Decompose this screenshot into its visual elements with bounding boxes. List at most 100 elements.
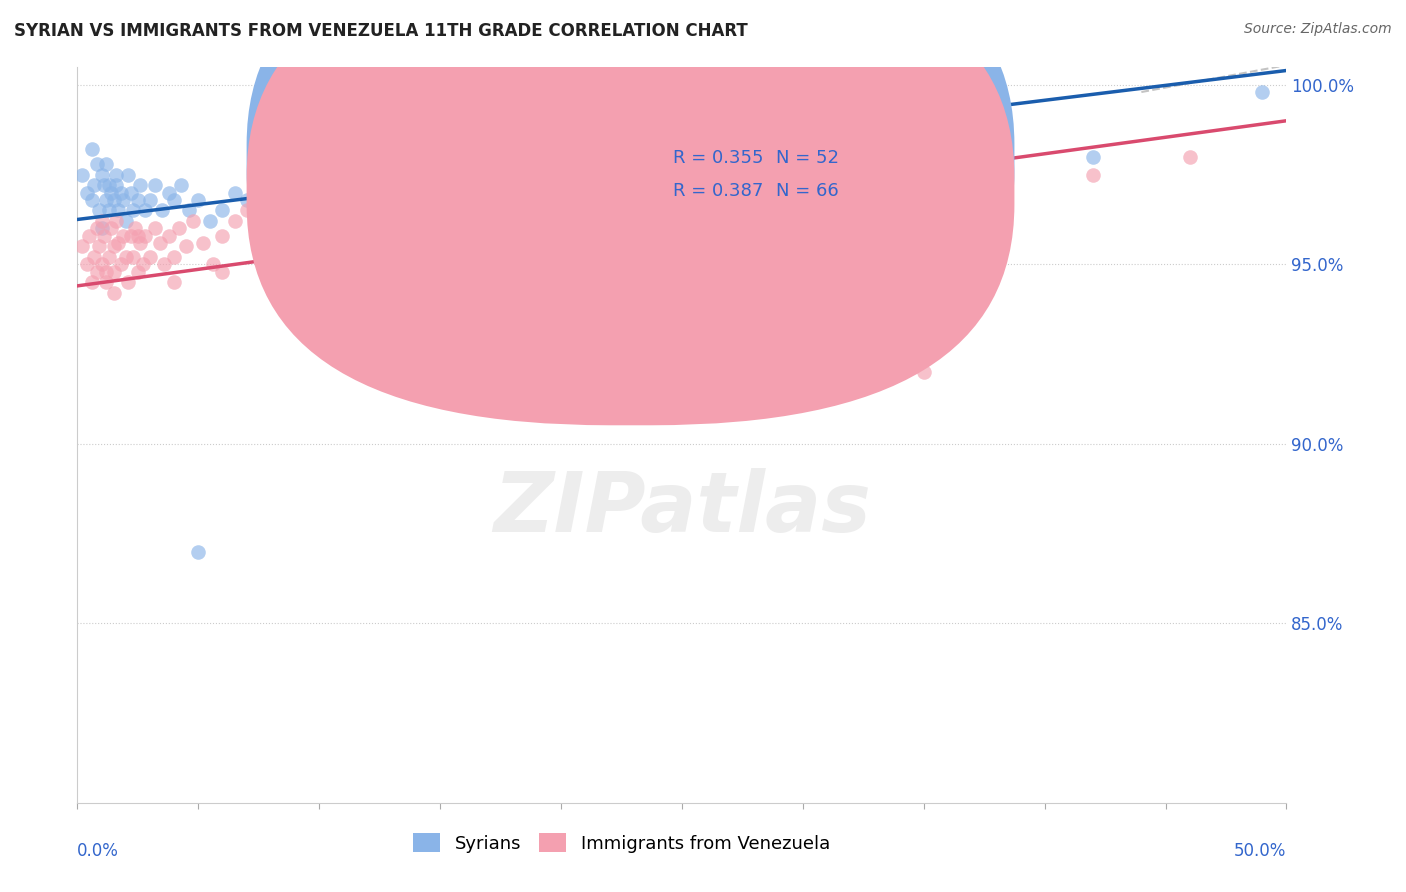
Text: 50.0%: 50.0% [1234,842,1286,860]
Point [191,235,214,250]
Point [127,228,149,243]
Point [122,250,145,264]
Point [224,214,246,228]
Point [163,193,186,207]
Point [97,250,120,264]
Point [97,178,120,193]
Point [502,193,524,207]
Text: 0.0%: 0.0% [77,842,120,860]
Point [157,228,180,243]
Point [80,143,103,157]
Point [80,275,103,289]
Point [117,168,139,182]
Point [200,214,222,228]
Point [356,186,378,200]
Point [308,193,330,207]
Point [150,203,173,218]
Point [129,178,152,193]
Point [201,257,224,271]
Point [260,193,283,207]
Point [90,221,112,235]
Point [124,221,146,235]
Point [129,235,152,250]
Point [83,178,105,193]
Point [429,178,451,193]
Point [356,178,378,193]
Point [87,203,110,218]
Point [177,203,200,218]
Point [1251,85,1274,99]
Point [97,203,120,218]
Text: R = 0.387: R = 0.387 [673,182,763,200]
Point [284,203,307,218]
Point [93,178,115,193]
Point [114,214,136,228]
Point [112,193,135,207]
Point [889,178,911,193]
Point [96,264,118,278]
FancyBboxPatch shape [246,0,1015,425]
Point [308,186,330,200]
Point [134,203,156,218]
Point [550,257,572,271]
Point [127,193,149,207]
Point [70,239,93,253]
Point [110,186,132,200]
Text: ZIPatlas: ZIPatlas [494,468,870,549]
Point [153,257,176,271]
Point [284,193,307,207]
Point [134,228,156,243]
Point [87,239,110,253]
Point [167,221,190,235]
Point [139,250,162,264]
Point [139,193,162,207]
Point [110,257,132,271]
Point [598,178,620,193]
Point [86,221,108,235]
Point [792,168,814,182]
Point [187,544,209,558]
Text: SYRIAN VS IMMIGRANTS FROM VENEZUELA 11TH GRADE CORRELATION CHART: SYRIAN VS IMMIGRANTS FROM VENEZUELA 11TH… [14,22,748,40]
Point [103,239,125,253]
Point [598,193,620,207]
Point [1081,150,1104,164]
Point [163,275,186,289]
Point [912,157,935,171]
Text: R = 0.355: R = 0.355 [673,149,763,167]
Point [211,228,233,243]
Point [70,168,93,182]
Point [100,221,122,235]
Point [112,228,135,243]
Point [120,228,142,243]
Point [76,186,98,200]
Point [260,203,283,218]
Point [90,257,112,271]
Point [211,203,233,218]
Point [235,203,257,218]
Point [986,193,1008,207]
Point [211,264,233,278]
Point [107,235,129,250]
Point [105,168,128,182]
Text: N = 66: N = 66 [776,182,839,200]
Point [695,186,717,200]
Point [86,157,108,171]
Point [143,178,166,193]
FancyBboxPatch shape [582,136,879,236]
Point [174,239,197,253]
Point [96,193,118,207]
Point [235,193,257,207]
Point [117,275,139,289]
Point [1178,150,1201,164]
Point [187,193,209,207]
Point [103,193,125,207]
Point [148,235,170,250]
Point [103,264,125,278]
Point [502,178,524,193]
Point [90,214,112,228]
Point [107,203,129,218]
Point [429,168,451,182]
Point [744,178,766,193]
Point [163,250,186,264]
Text: Source: ZipAtlas.com: Source: ZipAtlas.com [1244,22,1392,37]
